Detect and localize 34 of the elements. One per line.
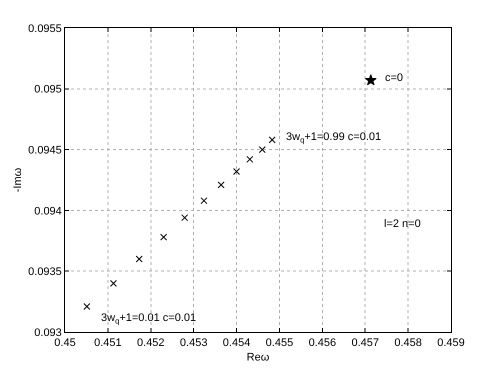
y-tick-label: 0.0935 (28, 266, 62, 278)
annotation: 3w$_{q}$+1=0.99 c=0.01 (286, 131, 382, 144)
x-tick-label: 0.451 (94, 337, 122, 350)
annotation: 3w$_{q}$+1=0.01 c=0.01 (101, 312, 196, 326)
x-axis-title: Reω (246, 351, 270, 364)
point (268, 136, 276, 144)
point (364, 74, 377, 86)
point (258, 146, 266, 154)
x-tick-label: 0.454 (222, 337, 250, 350)
x-tick-label: 0.452 (137, 337, 165, 350)
y-tick-label: 0.093 (34, 326, 62, 339)
point (246, 156, 254, 163)
y-tick-label: 0.0945 (28, 144, 62, 156)
y-axis-title: -Imω (12, 167, 24, 192)
point (83, 302, 90, 310)
annotation: l=2 n=0 (384, 218, 421, 230)
point (160, 234, 168, 241)
x-tick-label: 0.459 (437, 337, 465, 350)
x-tick-label: 0.456 (308, 337, 336, 350)
point (233, 168, 240, 175)
point (218, 181, 225, 188)
x-tick-label: 0.458 (394, 337, 422, 350)
x-tick-label: 0.455 (266, 337, 294, 350)
y-tick-label: 0.094 (34, 205, 62, 218)
x-tick-label: 0.45 (54, 337, 76, 350)
x-tick-label: 0.457 (351, 337, 379, 350)
point (200, 197, 208, 204)
point (181, 214, 188, 222)
annotation: c=0 (385, 72, 404, 84)
y-tick-label: 0.0955 (28, 22, 62, 35)
point (110, 280, 117, 287)
x-tick-label: 0.453 (180, 337, 208, 350)
y-tick-label: 0.095 (34, 84, 62, 96)
point (136, 256, 143, 263)
